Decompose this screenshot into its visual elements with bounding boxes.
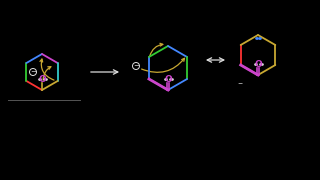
Text: O: O (38, 75, 46, 84)
Text: −: − (133, 63, 139, 69)
Text: O: O (164, 75, 172, 84)
Text: −: − (237, 80, 243, 86)
FancyArrowPatch shape (150, 43, 163, 56)
FancyArrowPatch shape (141, 58, 185, 72)
Text: O: O (254, 60, 262, 69)
FancyArrowPatch shape (40, 59, 54, 80)
FancyArrowPatch shape (43, 67, 51, 80)
Text: −: − (30, 69, 36, 75)
